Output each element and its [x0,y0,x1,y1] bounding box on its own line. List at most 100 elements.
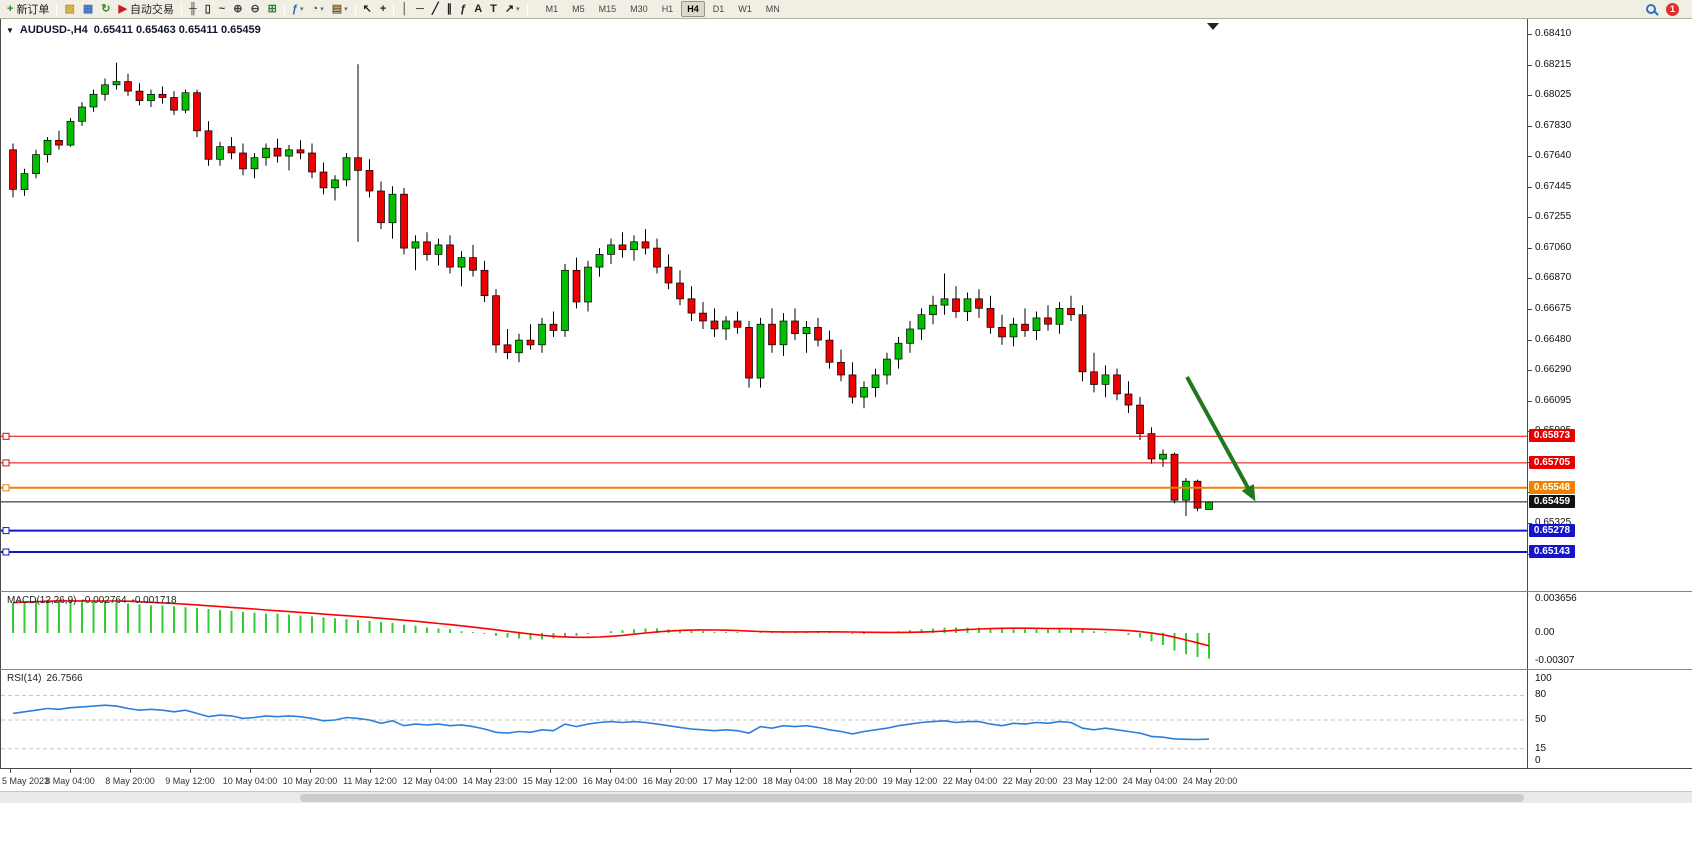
time-axis-tick [370,769,371,773]
panel-separator[interactable] [0,669,1692,670]
text-button[interactable]: A [470,1,486,18]
tf-button-D1[interactable]: D1 [712,4,725,14]
line-chart-button[interactable]: ~ [215,1,229,18]
time-axis-label: 24 May 04:00 [1122,776,1178,786]
price-axis-tick [1528,95,1532,97]
time-axis-label: 22 May 20:00 [1002,776,1058,786]
time-axis-tick [550,769,551,773]
tf-button-M15[interactable]: M15 [598,4,617,14]
price-axis-label: 0.66870 [1535,272,1572,284]
time-axis[interactable]: 5 May 2023 8 May 04:00 8 May 20:00 9 May 12… [0,768,1692,791]
bar-chart-icon: ╫ [188,2,197,15]
price-badge[interactable]: 0.65143 [1529,545,1575,559]
indicators-button[interactable]: ƒ ▾ [288,1,308,18]
tf-button-H4[interactable]: H4 [681,1,705,17]
refresh-button[interactable]: ↻ [97,1,114,18]
tf-button-W1[interactable]: W1 [738,4,752,14]
time-axis-tick [670,769,671,773]
new-order-button[interactable]: + 新订单 [3,1,53,18]
crosshair-button[interactable]: + [376,1,390,18]
fibonacci-button[interactable]: ƒ [456,1,470,18]
chart-shift-marker[interactable] [1207,23,1219,30]
channel-button[interactable]: ∥ [443,1,457,18]
tf-button-M30[interactable]: M30 [630,4,648,14]
time-axis-label: 16 May 20:00 [642,776,698,786]
toolbar-separator [283,2,285,16]
vline-button[interactable]: │ [397,1,412,18]
price-axis-tick [1528,126,1532,128]
price-axis-tick [1528,64,1532,66]
time-axis-label: 16 May 04:00 [582,776,638,786]
refresh-icon: ↻ [101,2,111,15]
support-line-blue-2-handle[interactable] [2,548,10,556]
notification-badge[interactable]: 1 [1666,2,1679,16]
price-axis-tick [1528,309,1532,311]
support-line-orange-handle[interactable] [2,484,10,492]
autotrading-button[interactable]: ▶ 自动交易 [114,1,177,18]
resistance-line-2-handle[interactable] [2,459,10,467]
vertical-line-icon: │ [401,2,409,15]
rsi-panel[interactable]: RSI(14) 26.7566 [0,670,1528,768]
macd-signal-value: -0.001718 [131,595,177,606]
tf-button-H1[interactable]: H1 [661,4,674,14]
resistance-line-1-handle[interactable] [2,432,10,440]
zoom-out-button[interactable]: ⊖ [246,1,263,18]
main-chart-panel[interactable]: ▼ AUDUSD-,H4 0.65411 0.65463 0.65411 0.6… [0,19,1528,591]
panel-separator[interactable] [0,591,1692,592]
time-axis-tick [70,769,71,773]
chevron-down-icon: ▾ [300,6,304,13]
indicators-icon: ƒ [291,2,299,15]
label-button[interactable]: T [486,1,501,18]
candlestick-button[interactable]: ▯ [201,1,215,18]
price-axis-tick [1528,156,1532,158]
trendline-icon: ╱ [431,2,439,15]
macd-axis-label: 0.003656 [1535,593,1577,605]
toolbar: + 新订单 ▧ ▦ ↻ ▶ 自动交易 ╫ ▯ ~ ⊕ ⊖ ⊞ ƒ ▾ ◔ ▾ ▤ ▾ ↖ + │ ─ ╱ ∥ ƒ A T ↗ ▾ M1 M5… [0,0,1692,19]
support-line-blue-1-handle[interactable] [2,527,10,535]
tf-button-M1[interactable]: M1 [545,4,559,14]
trend-arrow-annotation[interactable] [1185,376,1256,502]
price-axis-label: 0.67255 [1535,211,1572,223]
scrollbar-thumb[interactable] [300,794,1524,802]
price-axis[interactable]: 0.68410 0.68215 0.68025 0.67830 0.67640 0.674… [1528,0,1692,859]
shapes-button[interactable]: ↗ ▾ [501,1,524,18]
time-axis-tick [850,769,851,773]
tile-windows-button[interactable]: ⊞ [264,1,281,18]
search-icon[interactable] [1646,4,1656,14]
macd-panel[interactable]: MACD(12,26,9) -0.002764 -0.001718 [0,592,1528,669]
rsi-axis-label: 50 [1535,714,1547,725]
price-badge[interactable]: 0.65278 [1529,523,1575,537]
rsi-axis-label: 15 [1535,742,1547,754]
bar-chart-button[interactable]: ╫ [185,1,201,18]
rsi-chart[interactable] [1,670,1527,768]
time-axis-tick [970,769,971,773]
cursor-button[interactable]: ↖ [359,1,376,18]
horizontal-scrollbar[interactable] [0,791,1692,803]
profiles-button[interactable]: ▦ [79,1,97,18]
time-axis-label: 18 May 20:00 [822,776,878,786]
trendline-button[interactable]: ╱ [428,1,443,18]
time-axis-tick [730,769,731,773]
chart-title: ▼ AUDUSD-,H4 0.65411 0.65463 0.65411 0.6… [6,24,261,36]
new-order-icon: + [7,2,14,15]
templates-button[interactable]: ▤ ▾ [328,1,352,18]
price-badge[interactable]: 0.65548 [1529,480,1575,494]
rsi-axis-label: 0 [1535,755,1541,766]
hline-button[interactable]: ─ [412,1,428,18]
zoom-in-button[interactable]: ⊕ [229,1,246,18]
macd-chart[interactable] [1,592,1527,669]
price-badge[interactable]: 0.65459 [1529,494,1575,508]
new-chart-button[interactable]: ▧ [60,1,78,18]
zoom-in-icon: ⊕ [233,2,243,15]
collapse-triangle-icon[interactable]: ▼ [6,25,14,35]
tf-button-MN[interactable]: MN [765,4,780,14]
price-badge[interactable]: 0.65705 [1529,455,1575,469]
periods-button[interactable]: ◔ ▾ [308,1,328,18]
time-axis-tick [130,769,131,773]
candlestick-icon: ▯ [204,2,211,15]
price-axis-label: 0.67640 [1535,150,1572,162]
candlestick-chart[interactable] [1,19,1527,591]
price-badge[interactable]: 0.65873 [1529,429,1575,443]
tf-button-M5[interactable]: M5 [572,4,585,14]
time-axis-label: 12 May 04:00 [402,776,458,786]
